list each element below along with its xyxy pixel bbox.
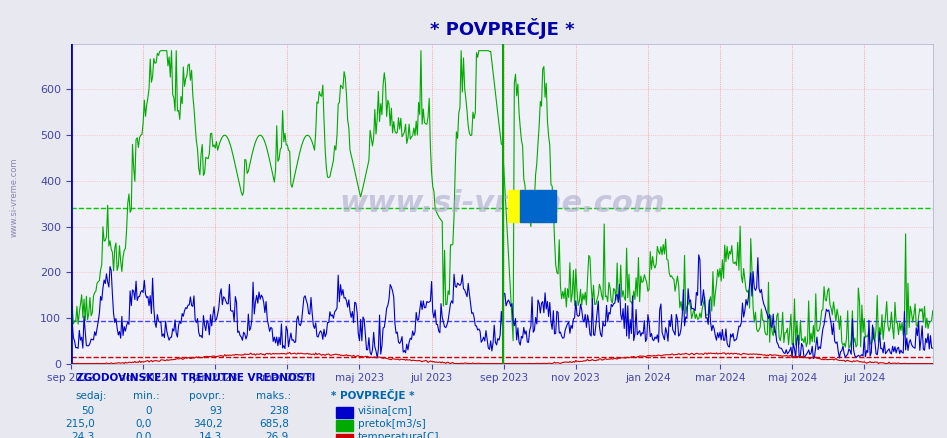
Text: sedaj:: sedaj: — [76, 391, 107, 401]
Bar — [520, 190, 556, 222]
Text: povpr.:: povpr.: — [189, 391, 225, 401]
Text: 26,9: 26,9 — [265, 432, 289, 438]
Text: 0: 0 — [145, 406, 152, 416]
Text: 238: 238 — [269, 406, 289, 416]
Text: temperatura[C]: temperatura[C] — [358, 432, 439, 438]
Text: 50: 50 — [81, 406, 95, 416]
Text: min.:: min.: — [133, 391, 159, 401]
Text: 215,0: 215,0 — [65, 419, 95, 429]
Text: 0,0: 0,0 — [135, 432, 152, 438]
Text: 93: 93 — [209, 406, 223, 416]
Text: 340,2: 340,2 — [193, 419, 223, 429]
Text: 685,8: 685,8 — [259, 419, 289, 429]
Title: * POVPREČJE *: * POVPREČJE * — [430, 18, 574, 39]
Text: pretok[m3/s]: pretok[m3/s] — [358, 419, 426, 429]
Text: ZGODOVINSKE IN TRENUTNE VREDNOSTI: ZGODOVINSKE IN TRENUTNE VREDNOSTI — [76, 373, 315, 383]
Text: * POVPREČJE *: * POVPREČJE * — [331, 389, 415, 401]
Text: 14,3: 14,3 — [199, 432, 223, 438]
Text: www.si-vreme.com: www.si-vreme.com — [9, 157, 19, 237]
Text: 24,3: 24,3 — [71, 432, 95, 438]
Text: 0,0: 0,0 — [135, 419, 152, 429]
Bar — [509, 190, 544, 222]
Text: maks.:: maks.: — [256, 391, 291, 401]
Text: višina[cm]: višina[cm] — [358, 406, 413, 416]
Text: www.si-vreme.com: www.si-vreme.com — [339, 189, 665, 218]
